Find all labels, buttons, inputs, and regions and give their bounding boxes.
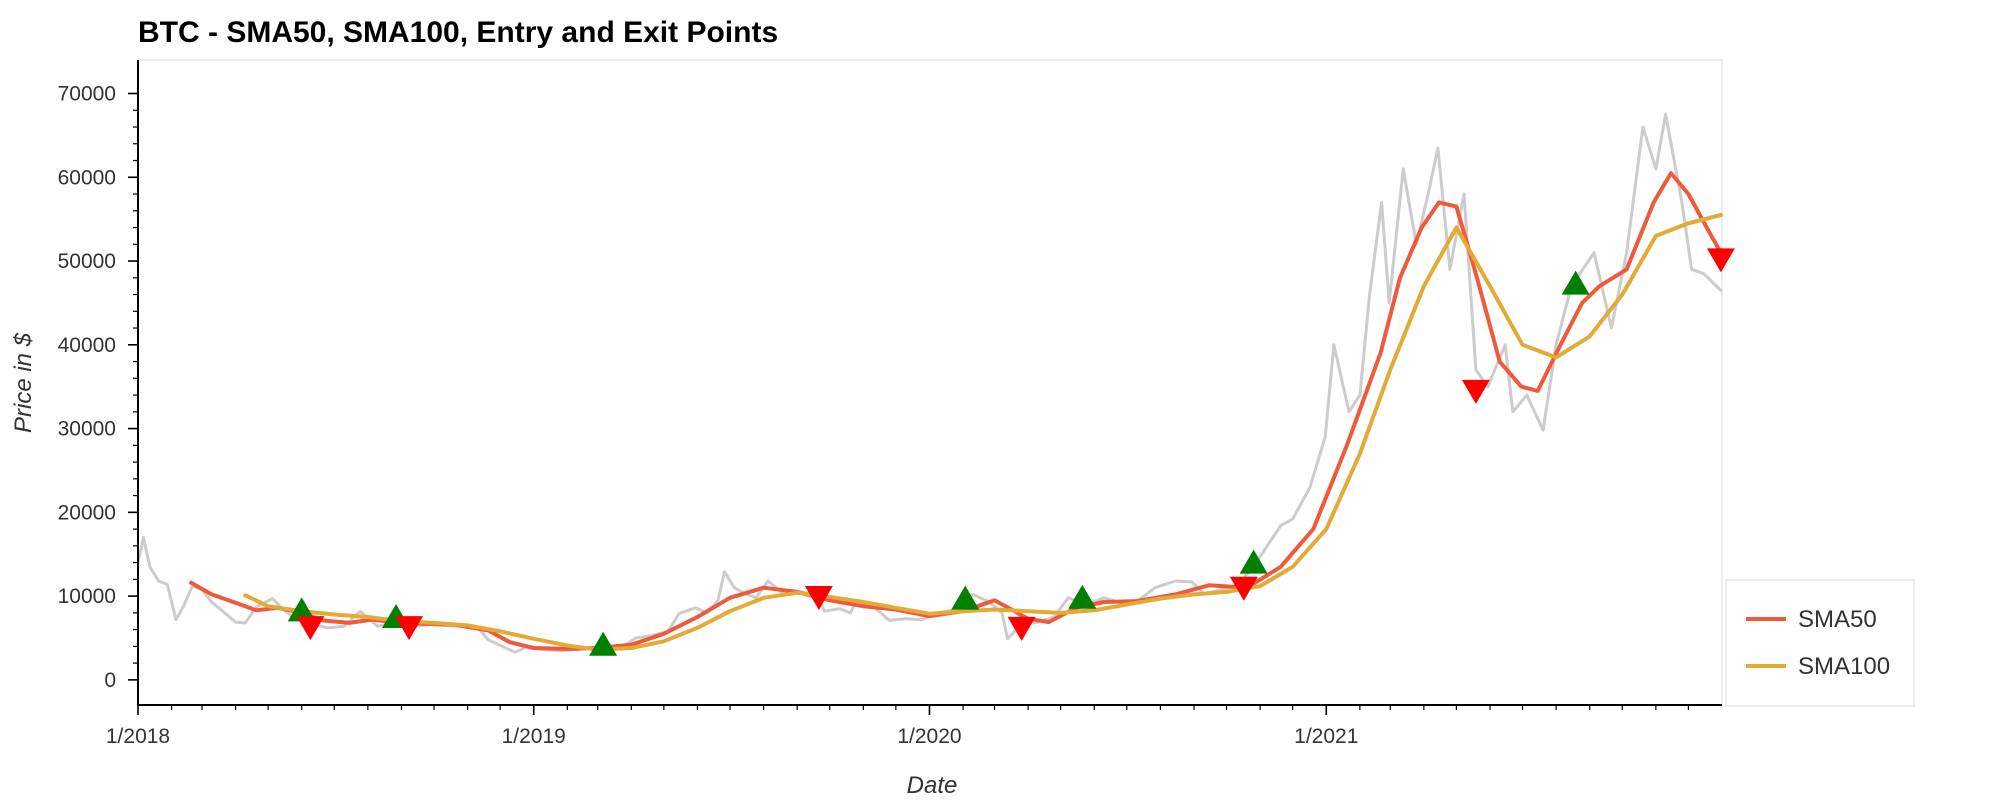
- exit-point-marker: [1461, 379, 1490, 404]
- x-tick-label: 1/2018: [106, 725, 170, 748]
- legend: SMA50 SMA100: [1725, 579, 1915, 707]
- series-line-sma100: [243, 213, 1723, 652]
- legend-label-sma50: SMA50: [1798, 606, 1877, 633]
- exit-point-marker: [395, 616, 424, 641]
- exit-point-marker: [1229, 576, 1258, 601]
- exit-point-marker: [1706, 248, 1735, 273]
- y-tick-label: 20000: [58, 501, 116, 524]
- series-line-price: [136, 112, 1723, 654]
- entry-point-marker: [1239, 549, 1268, 574]
- x-axis: 1/2018 1/2019 1/2020 1/2021: [106, 704, 1722, 748]
- entry-point-marker: [589, 631, 618, 656]
- y-tick-label: 50000: [58, 250, 116, 273]
- y-tick-label: 10000: [58, 585, 116, 608]
- y-tick-label: 0: [104, 669, 116, 692]
- x-tick-label: 1/2020: [897, 725, 961, 748]
- y-tick-label: 30000: [58, 418, 116, 441]
- marker-layer: [287, 248, 1735, 656]
- entry-point-marker: [1561, 270, 1590, 295]
- chart-title: BTC - SMA50, SMA100, Entry and Exit Poin…: [138, 16, 778, 49]
- entry-point-marker: [287, 597, 316, 622]
- y-axis: 0 10000 20000 30000 40000 50000 60000 70000: [58, 60, 139, 705]
- legend-box: [1725, 579, 1915, 707]
- entry-point-marker: [1068, 584, 1097, 609]
- x-axis-label: Date: [907, 772, 958, 799]
- legend-label-sma100: SMA100: [1798, 653, 1890, 680]
- x-tick-label: 1/2019: [502, 725, 566, 748]
- y-tick-label: 40000: [58, 334, 116, 357]
- y-tick-label: 60000: [58, 166, 116, 189]
- plot-frame: [137, 59, 1723, 706]
- y-axis-label: Price in $: [10, 332, 37, 433]
- exit-point-marker: [1007, 616, 1036, 641]
- entry-point-marker: [951, 585, 980, 610]
- exit-point-marker: [804, 585, 833, 610]
- exit-point-marker: [296, 616, 325, 641]
- y-tick-label: 70000: [58, 83, 116, 106]
- x-tick-label: 1/2021: [1294, 725, 1358, 748]
